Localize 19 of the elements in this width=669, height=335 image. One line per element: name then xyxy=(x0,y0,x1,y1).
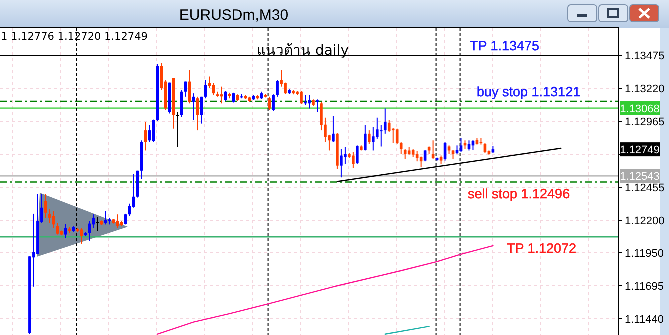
y-tick-label: 1.11695 xyxy=(625,280,664,293)
ref-line-label: TP 1.13475 xyxy=(470,38,540,54)
y-tick-label: 1.12965 xyxy=(625,116,665,129)
price-tag: 1.12749 xyxy=(620,142,660,157)
y-tick-label: 1.12455 xyxy=(625,182,665,195)
y-tick-label: 1.13475 xyxy=(625,50,665,63)
y-tick-label: 1.12200 xyxy=(625,216,665,228)
price-tag: 1.12543 xyxy=(620,169,660,184)
y-tick-label: 1.13220 xyxy=(625,84,665,96)
ref-line-label: buy stop 1.13121 xyxy=(477,84,581,100)
chart-title: EURUSDm,M30 xyxy=(179,7,289,24)
annotation: แนวต้าน daily xyxy=(257,43,349,59)
price-tag: 1.13068 xyxy=(620,101,660,116)
annotation: 1 1.12776 1.12720 1.12749 xyxy=(1,31,148,43)
ref-line-label: TP 1.12072 xyxy=(507,241,577,256)
ref-line-label: sell stop 1.12496 xyxy=(468,186,570,202)
y-tick-label: 1.11950 xyxy=(625,248,664,260)
line-series xyxy=(157,245,494,335)
y-tick-label: 1.11440 xyxy=(625,314,664,326)
